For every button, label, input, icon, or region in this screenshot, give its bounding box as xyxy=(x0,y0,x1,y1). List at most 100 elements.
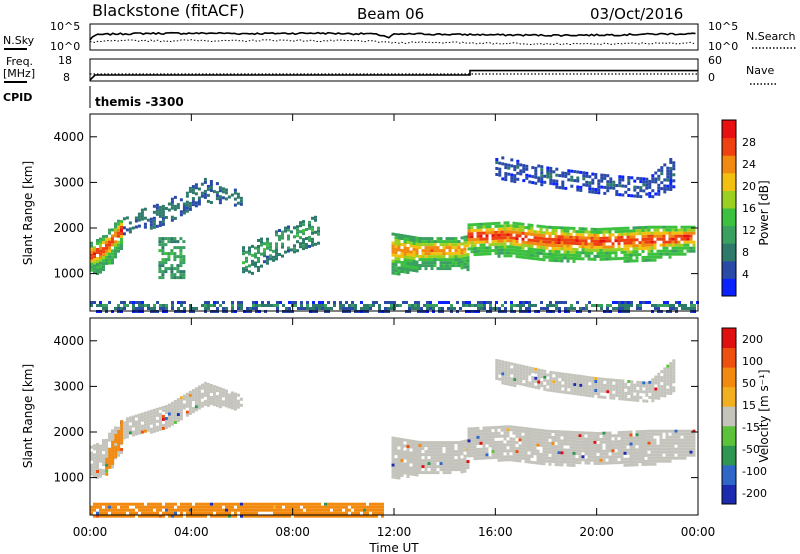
velocity-cell-band-6 xyxy=(231,514,234,518)
velocity-cell-band-6 xyxy=(285,514,288,518)
power-cell-band-7 xyxy=(291,301,294,304)
velocity-cell-band-4 xyxy=(668,450,672,454)
x-axis-label: Time UT xyxy=(368,541,419,554)
power-cell-band-5 xyxy=(542,255,546,259)
velocity-cell-band-6 xyxy=(186,514,189,518)
power-cell-band-1 xyxy=(200,182,204,186)
velocity-cell-band-3 xyxy=(430,462,434,466)
velocity-cell-band-4 xyxy=(554,448,558,452)
power-cell-band-0 xyxy=(108,246,111,250)
power-cell-band-4 xyxy=(430,255,434,259)
velocity-cell-band-4 xyxy=(506,425,510,429)
velocity-cell-band-4 xyxy=(488,426,492,430)
velocity-cell-band-4 xyxy=(536,440,540,444)
power-cell-band-2 xyxy=(173,258,177,262)
velocity-cell-band-6 xyxy=(270,508,273,512)
power-cell-band-7 xyxy=(549,301,552,304)
velocity-cell-band-5 xyxy=(624,394,628,398)
velocity-cell-band-4 xyxy=(476,429,480,433)
power-cell-band-1 xyxy=(149,217,153,221)
velocity-cell-band-4 xyxy=(536,461,540,465)
power-cell-band-3 xyxy=(251,259,254,263)
power-cell-band-5 xyxy=(551,232,555,235)
power-cell-band-1 xyxy=(209,189,213,192)
power-cell-band-4 xyxy=(406,235,410,238)
velocity-cell-band-4 xyxy=(572,463,576,467)
power-cell-band-6 xyxy=(540,180,544,184)
velocity-cell-band-4 xyxy=(572,433,576,437)
velocity-cell-band-1 xyxy=(111,440,115,444)
velocity-cell-band-0 xyxy=(105,444,108,448)
power-cell-band-5 xyxy=(668,255,672,259)
power-cell-band-6 xyxy=(567,172,571,176)
velocity-cell-band-4 xyxy=(671,438,675,442)
power-cell-band-7 xyxy=(630,304,633,307)
velocity-cell-band-6 xyxy=(168,505,171,509)
power-cell-band-1 xyxy=(176,206,180,210)
power-cell-band-5 xyxy=(536,242,540,246)
power-cell-band-4 xyxy=(412,254,416,257)
power-cell-band-5 xyxy=(512,227,516,231)
velocity-cell-band-4 xyxy=(647,453,651,457)
power-cell-band-5 xyxy=(569,235,573,239)
velocity-cell-band-5 xyxy=(651,393,655,397)
velocity-cell-band-4 xyxy=(653,456,657,460)
velocity-cell-band-5 xyxy=(618,394,622,398)
power-cell-band-5 xyxy=(560,247,564,251)
power-cell-band-6 xyxy=(651,180,655,184)
velocity-cell-band-6 xyxy=(330,502,333,506)
power-cell-band-0 xyxy=(105,252,108,256)
velocity-cell-band-2 xyxy=(221,394,225,398)
velocity-cell-band-4 xyxy=(686,453,690,457)
velocity-cell-band-2 xyxy=(128,428,132,432)
power-cell-band-6 xyxy=(504,166,508,170)
power-cell-band-5 xyxy=(572,238,576,242)
power-cell-band-5 xyxy=(578,239,582,243)
power-cell-band-5 xyxy=(524,241,528,245)
power-cell-band-7 xyxy=(183,307,186,310)
power-cell-band-6 xyxy=(579,188,583,192)
power-cell-band-7 xyxy=(480,304,483,307)
power-cell-band-7 xyxy=(396,304,399,307)
velocity-cell-band-6 xyxy=(231,505,234,509)
velocity-cell-band-4 xyxy=(485,456,489,460)
freq-unit: [MHz] xyxy=(3,67,35,80)
power-cell-band-5 xyxy=(638,247,642,251)
velocity-cell-band-4 xyxy=(581,449,585,453)
power-cell-band-5 xyxy=(500,224,504,228)
velocity-cell-band-6 xyxy=(312,505,315,509)
velocity-cell-band-0 xyxy=(108,438,111,442)
velocity-cell-band-4 xyxy=(545,432,549,436)
velocity-cell-band-5 xyxy=(666,364,670,368)
power-cell-band-7 xyxy=(99,301,102,304)
velocity-cell-band-2 xyxy=(122,421,126,425)
velocity-cell-band-5 xyxy=(666,367,670,371)
power-colorbar-tick-label: 12 xyxy=(742,224,756,237)
velocity-cell-band-2 xyxy=(194,405,198,409)
power-cell-band-7 xyxy=(240,307,243,310)
power-cell-band-7 xyxy=(297,307,300,310)
power-cell-band-2 xyxy=(170,270,174,274)
velocity-cell-band-4 xyxy=(569,430,573,434)
velocity-cell-band-3 xyxy=(412,455,416,458)
velocity-cell-band-6 xyxy=(237,508,240,512)
power-cell-band-7 xyxy=(540,307,543,310)
power-cell-band-7 xyxy=(366,304,369,307)
velocity-cell-band-4 xyxy=(587,440,591,444)
power-cell-band-7 xyxy=(495,307,498,310)
velocity-cell-band-4 xyxy=(581,443,585,447)
velocity-cell-band-5 xyxy=(669,386,673,389)
power-cell-band-5 xyxy=(536,239,540,243)
velocity-cell-band-6 xyxy=(210,508,213,512)
power-cell-band-5 xyxy=(680,249,684,253)
velocity-cell-band-4 xyxy=(470,439,474,443)
power-cell-band-6 xyxy=(654,192,658,196)
power-cell-band-4 xyxy=(460,251,464,255)
power-cell-band-5 xyxy=(662,246,666,250)
power-cell-band-5 xyxy=(599,239,603,243)
power-cell-band-4 xyxy=(418,255,422,258)
power-cell-band-1 xyxy=(140,217,144,221)
power-cell-band-2 xyxy=(164,252,168,256)
power-cell-band-6 xyxy=(669,167,673,170)
velocity-cell-band-4 xyxy=(593,461,597,465)
